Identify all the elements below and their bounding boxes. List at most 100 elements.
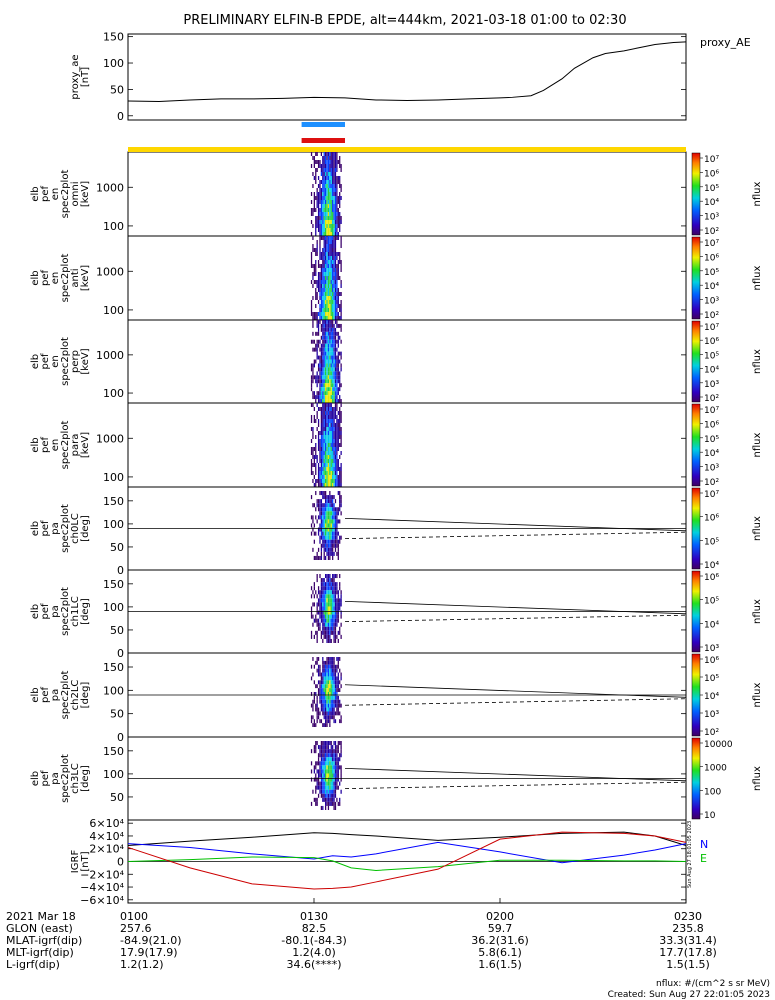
heatmap-cell: [316, 316, 318, 320]
heatmap-cell: [333, 216, 335, 220]
heatmap-cell: [317, 479, 320, 483]
heatmap-cell: [330, 363, 332, 368]
heatmap-cell: [332, 260, 334, 264]
heatmap-cell: [312, 320, 314, 324]
heatmap-cell: [324, 598, 327, 603]
heatmap-cell: [320, 407, 323, 411]
heatmap-cell: [323, 479, 325, 483]
ephemeris-label: MLT-igrf(dip): [6, 946, 74, 959]
heatmap-cell: [316, 192, 318, 196]
created-note: Created: Sun Aug 27 22:01:05 2023: [608, 990, 770, 1000]
heatmap-cell: [315, 777, 317, 782]
ylabel-line: [keV]: [80, 432, 91, 458]
heatmap-cell: [326, 363, 328, 368]
heatmap-cell: [337, 216, 339, 220]
heatmap-cell: [327, 551, 330, 556]
heatmap-cell: [336, 296, 338, 300]
heatmap-cell: [319, 511, 321, 516]
heatmap-cell: [332, 781, 334, 786]
heatmap-cell: [327, 719, 330, 724]
heatmap-cell: [332, 793, 334, 798]
heatmap-cell: [336, 707, 338, 712]
heatmap-cell: [327, 296, 330, 300]
heatmap-cell: [337, 423, 339, 427]
heatmap-cell: [332, 511, 334, 516]
heatmap-cell: [329, 602, 331, 607]
heatmap-cell: [315, 160, 317, 164]
heatmap-cell: [330, 431, 332, 435]
heatmap-cell: [330, 578, 332, 583]
heatmap-cell: [330, 785, 332, 790]
heatmap-cell: [317, 208, 320, 212]
heatmap-cell: [317, 610, 320, 615]
heatmap-cell: [319, 216, 321, 220]
heatmap-cell: [327, 695, 330, 700]
colorbar-label: nflux: [752, 349, 763, 374]
heatmap-cell: [315, 723, 317, 727]
colorbar-tick-label: 1000: [704, 764, 727, 774]
heatmap-cell: [340, 594, 342, 599]
heatmap-cell: [340, 741, 342, 746]
heatmap-cell: [324, 427, 327, 431]
heatmap-cell: [313, 375, 315, 380]
heatmap-cell: [320, 590, 323, 595]
heatmap-cell: [326, 244, 328, 248]
heatmap-cell: [327, 331, 330, 336]
heatmap-cell: [336, 634, 338, 639]
heatmap-cell: [337, 355, 339, 360]
heatmap-cell: [324, 395, 327, 400]
heatmap-cell: [315, 304, 317, 308]
heatmap-cell: [334, 479, 337, 483]
heatmap-cell: [322, 280, 324, 284]
heatmap-cell: [324, 323, 327, 328]
heatmap-cell: [329, 419, 331, 423]
heatmap-cell: [339, 252, 341, 256]
heatmap-cell: [334, 471, 337, 475]
heatmap-cell: [315, 312, 317, 316]
heatmap-cell: [333, 626, 335, 631]
orbit-bar-blue: [301, 122, 345, 127]
heatmap-cell: [326, 403, 328, 407]
heatmap-cell: [327, 403, 330, 407]
heatmap-cell: [330, 664, 332, 669]
heatmap-cell: [324, 660, 327, 665]
heatmap-cell: [324, 327, 327, 332]
heatmap-cell: [322, 220, 324, 224]
heatmap-cell: [332, 761, 334, 766]
heatmap-cell: [340, 236, 342, 240]
heatmap-cell: [327, 777, 330, 782]
heatmap-cell: [324, 586, 327, 591]
heatmap-cell: [312, 156, 314, 160]
heatmap-cell: [323, 602, 325, 607]
heatmap-cell: [336, 272, 338, 276]
heatmap-cell: [322, 447, 324, 451]
heatmap-cell: [326, 703, 328, 708]
heatmap-cell: [340, 244, 342, 248]
ylabel-line: IGRF: [70, 850, 81, 874]
heatmap-cell: [330, 455, 332, 459]
heatmap-cell: [315, 375, 317, 380]
heatmap-cell: [333, 699, 335, 704]
heatmap-cell: [334, 320, 337, 324]
heatmap-cell: [319, 692, 321, 696]
heatmap-cell: [337, 335, 339, 340]
heatmap-cell: [315, 531, 317, 536]
heatmap-cell: [319, 447, 321, 451]
loss-cone-line: [344, 684, 687, 698]
y-tick-label: 50: [110, 624, 124, 637]
colorbar-tick-label: 10⁴: [704, 282, 719, 292]
heatmap-cell: [323, 680, 325, 685]
heatmap-cell: [324, 503, 327, 508]
heatmap-cell: [319, 180, 321, 184]
heatmap-cell: [329, 459, 331, 463]
heatmap-cell: [329, 228, 331, 232]
heatmap-cell: [323, 447, 325, 451]
heatmap-cell: [332, 463, 334, 467]
heatmap-cell: [332, 789, 334, 794]
heatmap-cell: [323, 164, 325, 168]
heatmap-cell: [337, 292, 339, 296]
heatmap-cell: [322, 383, 324, 388]
ylabel-line: en: [50, 272, 61, 285]
heatmap-cell: [317, 475, 320, 479]
heatmap-cell: [317, 196, 320, 200]
